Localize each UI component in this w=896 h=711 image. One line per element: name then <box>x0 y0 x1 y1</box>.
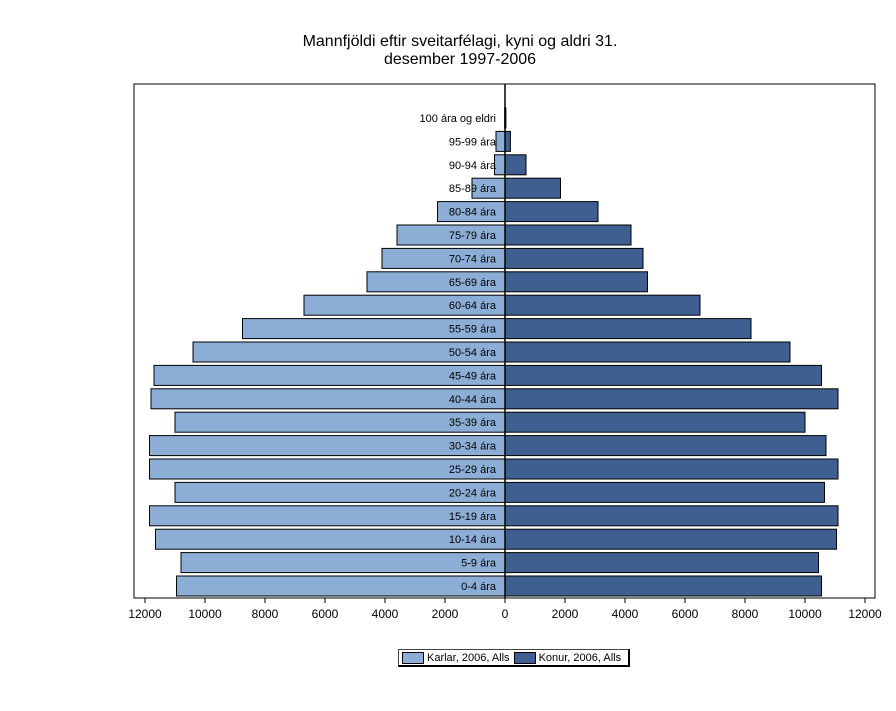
bar-female-10 <box>504 341 791 363</box>
category-label-1: 95-99 ára <box>449 136 497 148</box>
x-tick-label-5: 2000 <box>432 607 459 621</box>
x-tick-label-11: 10000 <box>788 607 822 621</box>
category-label-4: 80-84 ára <box>449 207 497 219</box>
bar-female-3 <box>504 177 561 199</box>
category-label-8: 60-64 ára <box>449 300 497 312</box>
x-tick-label-10: 8000 <box>732 607 759 621</box>
x-tick-label-3: 6000 <box>312 607 339 621</box>
legend-item-karlar: Karlar, 2006, Alls <box>402 651 510 664</box>
category-label-10: 50-54 ára <box>449 347 497 359</box>
category-label-11: 45-49 ára <box>449 370 497 382</box>
x-tick-label-8: 4000 <box>612 607 639 621</box>
category-label-2: 90-94 ára <box>449 160 497 172</box>
x-tick-label-6: 0 <box>502 607 509 621</box>
bars-layer <box>149 107 839 597</box>
chart-title-line-2: desember 1997-2006 <box>383 51 537 68</box>
bar-female-9 <box>504 318 752 340</box>
category-label-5: 75-79 ára <box>449 230 497 242</box>
x-axis: 12000 10000 8000 6000 4000 2000 0 2000 4000 6000 8… <box>128 84 882 621</box>
category-label-0: 100 ára og eldri <box>420 113 496 125</box>
bar-female-5 <box>504 224 632 246</box>
category-label-6: 70-74 ára <box>449 253 497 265</box>
category-label-13: 35-39 ára <box>449 417 497 429</box>
category-label-7: 65-69 ára <box>449 277 497 289</box>
category-labels: 100 ára og eldri 95-99 ára 90-94 ára 85-89 … <box>420 113 497 593</box>
bar-female-4 <box>504 201 599 223</box>
category-label-17: 15-19 ára <box>449 511 497 523</box>
category-label-18: 10-14 ára <box>449 534 497 546</box>
category-label-16: 20-24 ára <box>449 487 497 499</box>
bar-female-15 <box>504 458 839 480</box>
category-label-15: 25-29 ára <box>449 464 497 476</box>
category-label-12: 40-44 ára <box>449 394 497 406</box>
legend-label-karlar: Karlar, 2006, Alls <box>427 651 510 664</box>
bar-female-12 <box>504 388 839 410</box>
x-tick-label-4: 4000 <box>372 607 399 621</box>
x-tick-label-2: 8000 <box>252 607 279 621</box>
legend-swatch-konur <box>513 651 536 664</box>
x-tick-label-1: 10000 <box>188 607 222 621</box>
chart-title-line-1: Mannfjöldi eftir sveitarfélagi, kyni og … <box>302 33 618 50</box>
legend-label-konur: Konur, 2006, Alls <box>538 651 622 664</box>
category-label-20: 0-4 ára <box>461 581 497 593</box>
bar-female-17 <box>504 505 839 527</box>
bar-female-20 <box>504 575 822 597</box>
category-label-19: 5-9 ára <box>461 558 497 570</box>
category-label-9: 55-59 ára <box>449 324 497 336</box>
bar-female-18 <box>504 528 837 550</box>
bar-female-14 <box>504 435 827 457</box>
bar-female-1 <box>504 130 511 152</box>
legend: Karlar, 2006, Alls Konur, 2006, Alls <box>398 649 631 667</box>
bar-male-1 <box>495 130 506 152</box>
bar-female-7 <box>504 271 648 293</box>
bar-female-16 <box>504 481 825 503</box>
category-label-14: 30-34 ára <box>449 441 497 453</box>
bar-female-6 <box>504 247 644 269</box>
x-tick-label-12: 12000 <box>848 607 882 621</box>
legend-item-konur: Konur, 2006, Alls <box>513 651 622 664</box>
bar-female-19 <box>504 552 819 574</box>
category-label-3: 85-89 ára <box>449 183 497 195</box>
legend-swatch-karlar <box>402 651 424 664</box>
chart-title: Mannfjöldi eftir sveitarfélagi, kyni og … <box>180 33 740 69</box>
bar-female-11 <box>504 364 822 386</box>
bar-male-2 <box>494 154 506 176</box>
bar-female-13 <box>504 411 806 433</box>
bar-female-8 <box>504 294 701 316</box>
x-tick-label-9: 6000 <box>672 607 699 621</box>
bar-male-20 <box>176 575 506 597</box>
bar-female-2 <box>504 154 527 176</box>
x-tick-label-7: 2000 <box>552 607 579 621</box>
x-tick-label-0: 12000 <box>128 607 162 621</box>
bar-male-19 <box>180 552 506 574</box>
